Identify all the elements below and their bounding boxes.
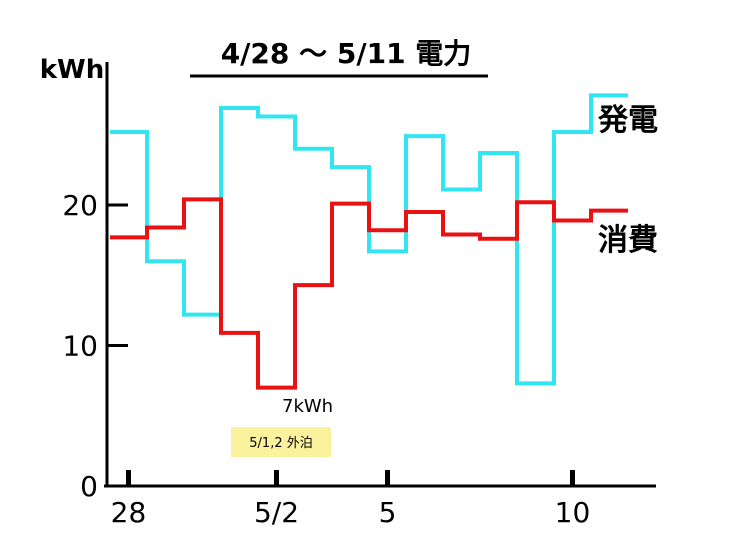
- legend-generation: 発電: [597, 103, 658, 138]
- x-tick-label-1: 5/2: [254, 496, 299, 529]
- x-tick-label-3: 10: [555, 496, 591, 529]
- legend-consumption: 消費: [598, 223, 658, 258]
- annotation-min-value: 7kWh: [282, 396, 333, 417]
- series-line-generation: [110, 93, 628, 386]
- x-tick-label-2: 5: [379, 496, 397, 529]
- y-tick-label-0: 0: [80, 470, 98, 503]
- y-tick-label-20: 20: [62, 189, 98, 222]
- annotation-note: 5/1,2 外泊: [249, 436, 312, 451]
- x-tick-label-0: 28: [111, 496, 147, 529]
- y-axis-label: kWh: [40, 55, 104, 85]
- y-tick-label-10: 10: [62, 330, 98, 363]
- chart-title: 4/28 ～ 5/11 電力: [221, 37, 472, 70]
- series-line-consumption: [110, 197, 628, 390]
- annotation-note-box: [231, 427, 331, 457]
